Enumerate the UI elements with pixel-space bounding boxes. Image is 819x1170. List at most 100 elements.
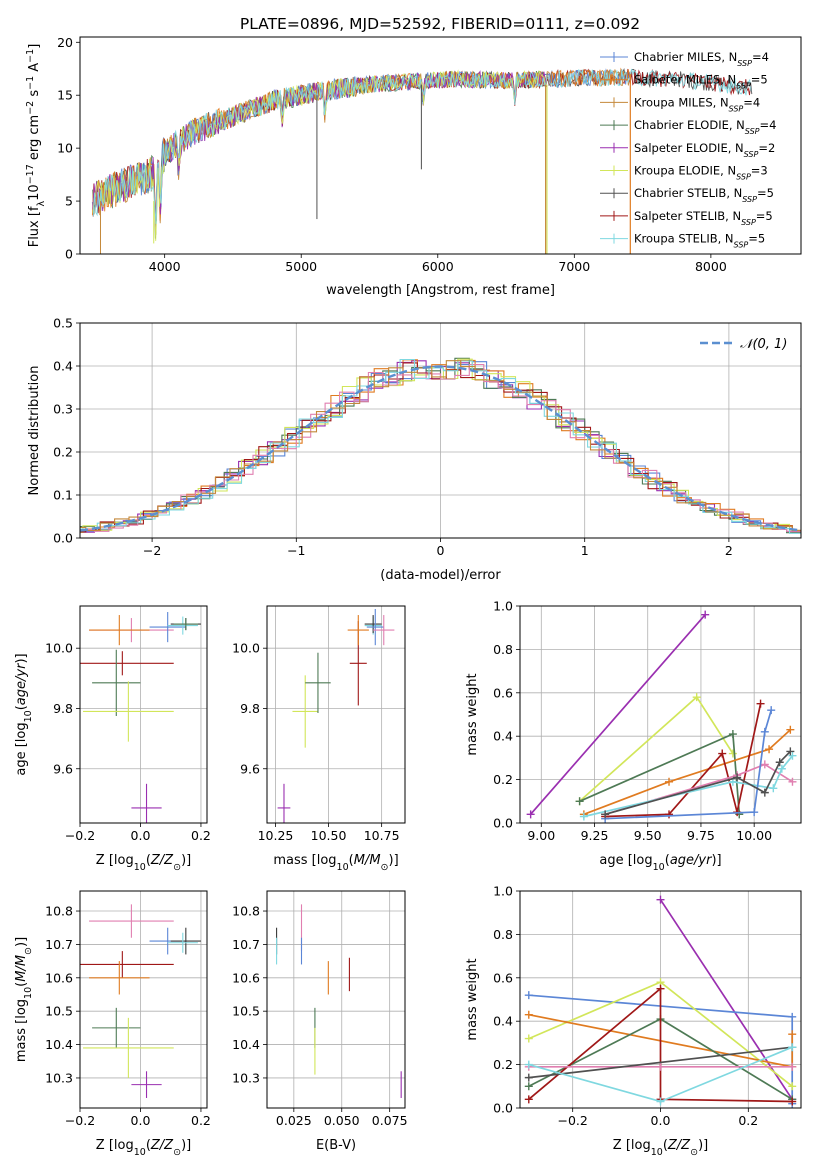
y-tick-label: 0.2 [493, 1057, 513, 1072]
weight-marker [579, 812, 588, 821]
weight-marker [524, 1082, 533, 1091]
weight-line [528, 986, 793, 1103]
panel-age-vs-metallicity: −0.2 0.0 0.2 9.6 9.8 10.0 Z [log10(Z/Z⊙)] age [… [14, 605, 211, 873]
x-tick-label: 0.2 [191, 1113, 211, 1128]
weight-marker [788, 1030, 797, 1039]
x-axis-label: wavelength [Angstrom, rest frame] [326, 283, 555, 298]
y-axis-label: Flux [fλ10−17 erg cm−2 s−1 A−1] [25, 44, 47, 248]
y-tick-label: 9.8 [240, 701, 260, 716]
x-tick-label: 6000 [422, 259, 454, 274]
histogram-steps [80, 357, 801, 536]
weight-marker [524, 1095, 533, 1104]
weight-marker [760, 760, 769, 769]
x-tick-label: 10.75 [364, 828, 400, 843]
x-axis-label: mass [log10(M/M⊙)] [273, 853, 398, 873]
plot-frame [79, 605, 208, 824]
legend-label: Salpeter STELIB, NSSP=5 [634, 209, 773, 227]
y-tick-label: 9.8 [53, 701, 73, 716]
weight-marker [765, 745, 774, 754]
errorbar-point [89, 961, 150, 995]
weight-line [604, 763, 793, 816]
errorbar-point [92, 649, 141, 717]
x-tick-label: 0.0 [651, 1113, 671, 1128]
weight-marker [524, 1073, 533, 1082]
x-tick-label: 4000 [149, 259, 181, 274]
x-axis-label: (data-model)/error [380, 568, 501, 583]
y-axis-label: mass weight [465, 673, 480, 755]
weight-marker [788, 751, 797, 760]
weight-marker [756, 699, 765, 708]
weight-line [605, 709, 773, 820]
y-tick-label: 10.5 [232, 1004, 260, 1019]
errorbar-point [80, 651, 174, 676]
x-tick-label: 9.75 [687, 828, 715, 843]
errorbar-point [131, 1071, 162, 1098]
plot-frame [79, 890, 208, 1109]
x-tick-label: −1 [287, 543, 305, 558]
y-tick-label: 10.8 [232, 904, 260, 919]
weight-marker [665, 777, 674, 786]
errorbar-point [89, 904, 174, 938]
weight-marker [524, 1034, 533, 1043]
x-tick-label: −0.2 [65, 1113, 95, 1128]
spectrum-line [92, 68, 752, 225]
gaussian-curve [80, 365, 801, 532]
panel-mass-vs-ebv: 0.025 0.050 0.075 10.3 10.4 10.5 10.6 10.7 10.8 E… [232, 890, 408, 1153]
legend-label: Chabrier ELODIE, NSSP=4 [634, 118, 776, 136]
errorbars [276, 904, 402, 1098]
weight-marker [760, 788, 769, 797]
y-tick-label: 0.6 [493, 970, 513, 985]
errorbars [277, 609, 395, 823]
errorbar-point [170, 927, 201, 955]
weight-marker [786, 725, 795, 734]
y-tick-label: 10.4 [232, 1037, 260, 1052]
weight-marker [575, 797, 584, 806]
x-axis-label: Z [log10(Z/Z⊙)] [96, 1138, 191, 1158]
y-tick-label: 0.4 [53, 359, 73, 374]
x-tick-label: 1 [581, 543, 589, 558]
weight-marker [777, 764, 786, 773]
y-tick-label: 0.8 [493, 642, 513, 657]
y-tick-label: 0 [65, 247, 73, 262]
panel-age-vs-mass: 10.25 10.50 10.75 9.6 9.8 10.0 mass [log10(M/M… [232, 605, 406, 873]
weight-marker [701, 610, 710, 619]
weight-marker [656, 895, 665, 904]
errorbar-point [292, 675, 318, 748]
errorbar-point [131, 783, 162, 823]
x-tick-label: −2 [143, 543, 161, 558]
panel-weight-vs-age: 9.00 9.25 9.50 9.75 10.00 0.0 0.2 0.4 0.6 0.8 1.0 a… [465, 599, 802, 873]
x-tick-label: 0.2 [738, 1113, 758, 1128]
panel-mass-vs-metallicity: −0.2 0.0 0.2 10.3 10.4 10.5 10.6 10.7 10.8 Z [log… [14, 890, 211, 1158]
weight-marker [733, 773, 742, 782]
spectrum-legend: Chabrier MILES, NSSP=4 Salpeter MILES, NS… [600, 50, 776, 249]
weight-marker [788, 777, 797, 786]
errorbar-point [305, 652, 331, 713]
y-tick-label: 10.6 [45, 970, 73, 985]
y-axis-label: Normed distribution [27, 366, 42, 496]
weight-lines [526, 610, 797, 823]
weight-marker [524, 1010, 533, 1019]
panel-residual-histogram: −2 −1 0 1 2 0.0 0.1 0.2 0.3 0.4 0.5 𝒩(0, 1) (data-mo… [27, 316, 802, 583]
y-tick-label: 0.1 [53, 488, 73, 503]
weight-lines [524, 895, 797, 1108]
errorbars [80, 904, 201, 1098]
plot-frame [266, 605, 406, 824]
y-axis-label: mass [log10(M/M⊙)] [14, 937, 34, 1062]
y-tick-label: 0.6 [493, 685, 513, 700]
weight-marker [788, 1082, 797, 1091]
y-tick-label: 0.8 [493, 927, 513, 942]
weight-marker [767, 706, 776, 715]
errorbar-point [277, 783, 291, 823]
weight-marker [788, 1012, 797, 1021]
errorbar-point [347, 615, 369, 646]
x-tick-label: 10.25 [258, 828, 294, 843]
legend-label: Kroupa STELIB, NSSP=5 [634, 232, 765, 250]
x-tick-label: −0.2 [65, 828, 95, 843]
y-tick-label: 0.0 [493, 1101, 513, 1116]
panel-spectrum: 4000 5000 6000 7000 8000 0 5 10 15 20 Chabrier MIL… [25, 35, 802, 298]
y-tick-label: 10 [57, 141, 73, 156]
y-axis-label: age [log10(age/yr)] [14, 653, 34, 775]
y-tick-label: 10.7 [45, 937, 73, 952]
errorbar-point [173, 618, 198, 631]
errorbar-point [149, 612, 186, 643]
